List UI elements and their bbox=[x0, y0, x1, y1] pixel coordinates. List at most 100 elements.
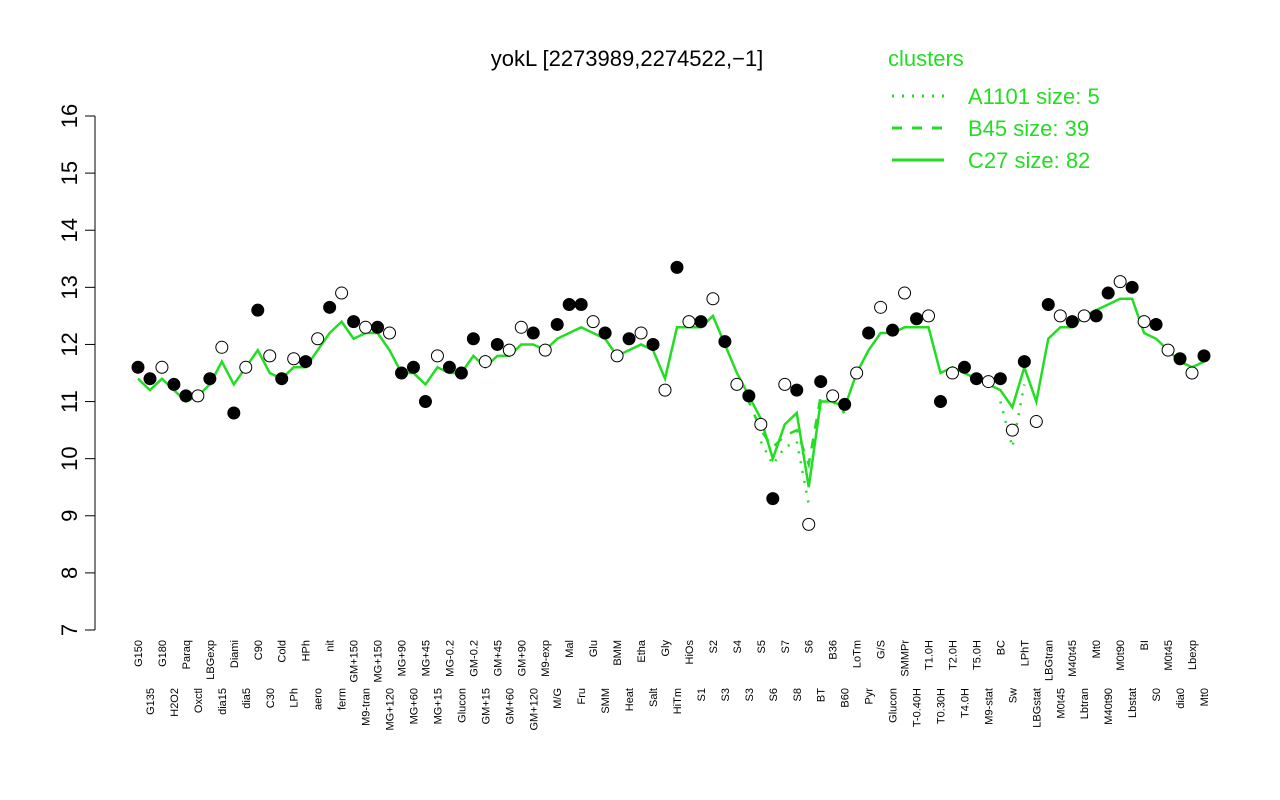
point bbox=[754, 417, 768, 431]
x-tick-label: S8 bbox=[792, 688, 804, 701]
point bbox=[1029, 415, 1043, 429]
x-tick-label: MG-0.2 bbox=[444, 640, 456, 677]
point bbox=[1077, 309, 1091, 323]
x-tick-label: Etha bbox=[636, 639, 648, 663]
y-tick-label: 8 bbox=[57, 567, 82, 579]
point bbox=[658, 383, 672, 397]
point bbox=[1125, 280, 1139, 294]
point bbox=[215, 340, 229, 354]
x-tick-label: BT bbox=[816, 688, 828, 702]
x-tick-label: LoTm bbox=[852, 640, 864, 668]
x-tick-label: dia15 bbox=[217, 688, 229, 715]
x-tick-label: Pyr bbox=[864, 688, 876, 705]
x-tick-label: G150 bbox=[133, 640, 145, 667]
y-tick-label: 13 bbox=[57, 275, 82, 299]
x-tick-label: Mt0 bbox=[1091, 640, 1103, 658]
point bbox=[442, 360, 456, 374]
point bbox=[227, 406, 241, 420]
point bbox=[945, 366, 959, 380]
point bbox=[826, 389, 840, 403]
point bbox=[634, 326, 648, 340]
point bbox=[323, 300, 337, 314]
cluster-line bbox=[735, 378, 846, 470]
x-tick-label: GM-0.2 bbox=[468, 640, 480, 677]
x-tick-label: Diami bbox=[229, 640, 241, 668]
point bbox=[526, 326, 540, 340]
point bbox=[263, 349, 277, 363]
point bbox=[335, 286, 349, 300]
point bbox=[167, 377, 181, 391]
x-tick-label: Fru bbox=[576, 688, 588, 705]
x-tick-label: LPh bbox=[289, 688, 301, 708]
x-tick-label: Paraq bbox=[181, 640, 193, 669]
point bbox=[838, 397, 852, 411]
x-tick-label: M0t45 bbox=[1163, 640, 1175, 671]
point bbox=[1089, 309, 1103, 323]
point bbox=[682, 315, 696, 329]
point bbox=[1173, 352, 1187, 366]
x-tick-label: dia0 bbox=[1175, 688, 1187, 709]
chart-title: yokL [2273989,2274522,−1] bbox=[491, 46, 764, 71]
x-tick-label: S7 bbox=[780, 640, 792, 653]
point bbox=[862, 326, 876, 340]
point bbox=[874, 300, 888, 314]
point bbox=[622, 332, 636, 346]
point bbox=[478, 355, 492, 369]
x-tick-label: C90 bbox=[253, 640, 265, 660]
point bbox=[850, 366, 864, 380]
point bbox=[670, 260, 684, 274]
x-tick-label: G135 bbox=[145, 688, 157, 715]
point bbox=[969, 372, 983, 386]
point bbox=[814, 375, 828, 389]
point bbox=[1065, 315, 1079, 329]
point bbox=[802, 517, 816, 531]
point bbox=[790, 383, 804, 397]
point bbox=[730, 377, 744, 391]
legend-label: C27 size: 82 bbox=[968, 148, 1090, 173]
point bbox=[191, 389, 205, 403]
x-tick-label: GM+15 bbox=[480, 688, 492, 724]
point bbox=[910, 312, 924, 326]
point bbox=[514, 320, 528, 334]
cluster-line bbox=[759, 439, 810, 505]
point bbox=[694, 315, 708, 329]
point bbox=[430, 349, 444, 363]
x-tick-label: MG+60 bbox=[408, 688, 420, 724]
point bbox=[1053, 309, 1067, 323]
x-tick-label: Sw bbox=[1007, 688, 1019, 703]
x-tick-label: M40t45 bbox=[1067, 640, 1079, 677]
x-tick-label: Lbstat bbox=[1127, 688, 1139, 718]
x-tick-label: SMMPr bbox=[900, 640, 912, 677]
point bbox=[251, 303, 265, 317]
x-tick-label: T1.0H bbox=[924, 640, 936, 670]
x-tick-label: M40t90 bbox=[1103, 688, 1115, 725]
point bbox=[143, 372, 157, 386]
point bbox=[933, 395, 947, 409]
x-tick-label: M/G bbox=[552, 688, 564, 709]
x-tick-label: MG+45 bbox=[420, 640, 432, 676]
x-tick-label: M9-exp bbox=[540, 640, 552, 677]
point bbox=[311, 332, 325, 346]
x-tick-label: LBGstat bbox=[1031, 688, 1043, 728]
legend-label: A1101 size: 5 bbox=[968, 84, 1100, 109]
point bbox=[981, 375, 995, 389]
point bbox=[131, 360, 145, 374]
x-tick-label: LBGexp bbox=[205, 640, 217, 680]
x-tick-label: GM+45 bbox=[492, 640, 504, 676]
point bbox=[1197, 349, 1211, 363]
x-tick-label: C30 bbox=[265, 688, 277, 708]
x-tick-label: Cold bbox=[277, 640, 289, 663]
x-tick-label: Mt0 bbox=[1199, 688, 1211, 706]
point bbox=[1101, 286, 1115, 300]
point bbox=[275, 372, 289, 386]
point bbox=[395, 366, 409, 380]
x-tick-label: MG+150 bbox=[373, 640, 385, 683]
x-tick-label: S4 bbox=[732, 640, 744, 653]
x-tick-label: LBGtran bbox=[1043, 640, 1055, 681]
x-tick-label: S6 bbox=[768, 688, 780, 701]
x-tick-label: H2O2 bbox=[169, 688, 181, 717]
point bbox=[406, 360, 420, 374]
x-tick-label: ferm bbox=[337, 688, 349, 710]
point bbox=[538, 343, 552, 357]
x-tick-label: Mal bbox=[564, 640, 576, 658]
